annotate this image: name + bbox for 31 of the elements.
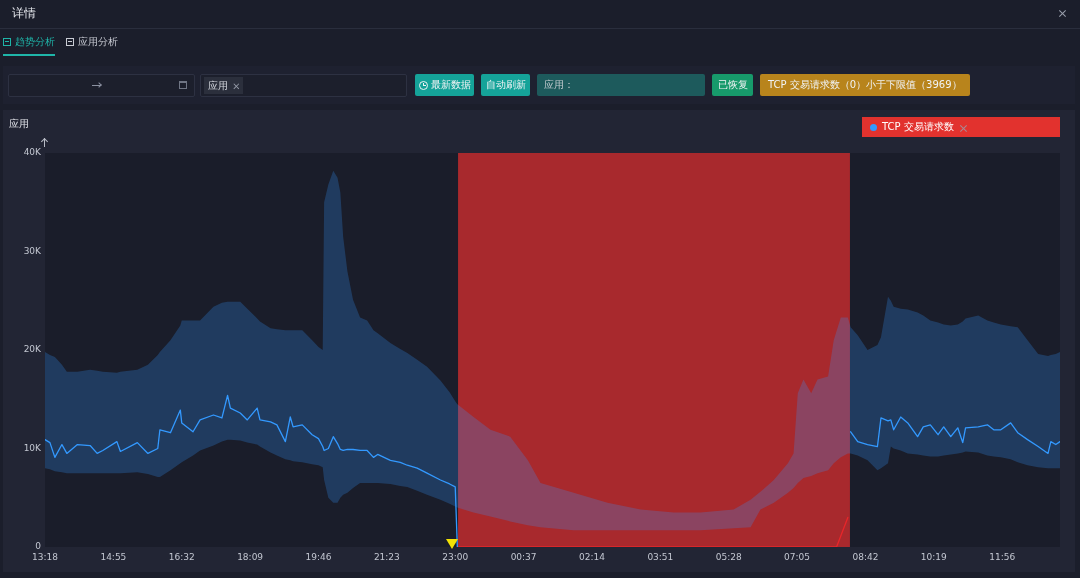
x-tick-label: 05:28 (715, 551, 742, 562)
x-tick-label: 16:32 (168, 551, 195, 562)
alert-badge: TCP 交易请求数（0）小于下限值（3969） (760, 74, 970, 96)
x-tick-label: 14:55 (100, 551, 127, 562)
x-tick-label: 11:56 (989, 551, 1016, 562)
x-tick-label: 02:14 (579, 551, 606, 562)
button: 自动刷新 (481, 74, 530, 96)
y-tick-label: 40K (23, 147, 43, 158)
x-tick-label: 13:18 (32, 551, 59, 562)
text: 应用分析 (78, 36, 118, 48)
tag: 应用 (204, 77, 243, 94)
chart-title: 详情 (12, 6, 36, 20)
x-tick-label: 03:51 (647, 551, 674, 562)
x-tick-label: 07:05 (784, 551, 811, 562)
button: 最新数据 (415, 74, 474, 96)
chart-subtitle: 应用 (9, 118, 29, 130)
x-tick-label: 19:46 (305, 551, 332, 562)
x-tick-label: 00:37 (510, 551, 537, 562)
x-tick-label: 18:09 (237, 551, 264, 562)
x-tick-label: 21:23 (373, 551, 400, 562)
button: 已恢复 (712, 74, 753, 96)
y-tick-label: 30K (23, 245, 43, 256)
legend-label: TCP 交易请求数 (882, 120, 954, 134)
x-tick-label: 10:19 (920, 551, 948, 562)
tab: 趋势分析 (3, 36, 55, 56)
button: 应用： (537, 74, 705, 96)
x-tick-label: 23:00 (442, 551, 469, 562)
y-tick-label: 0 (35, 541, 42, 552)
y-tick-label: 10K (23, 442, 43, 453)
x-tick-label: 08:42 (852, 551, 879, 562)
y-tick-label: 20K (23, 344, 43, 355)
